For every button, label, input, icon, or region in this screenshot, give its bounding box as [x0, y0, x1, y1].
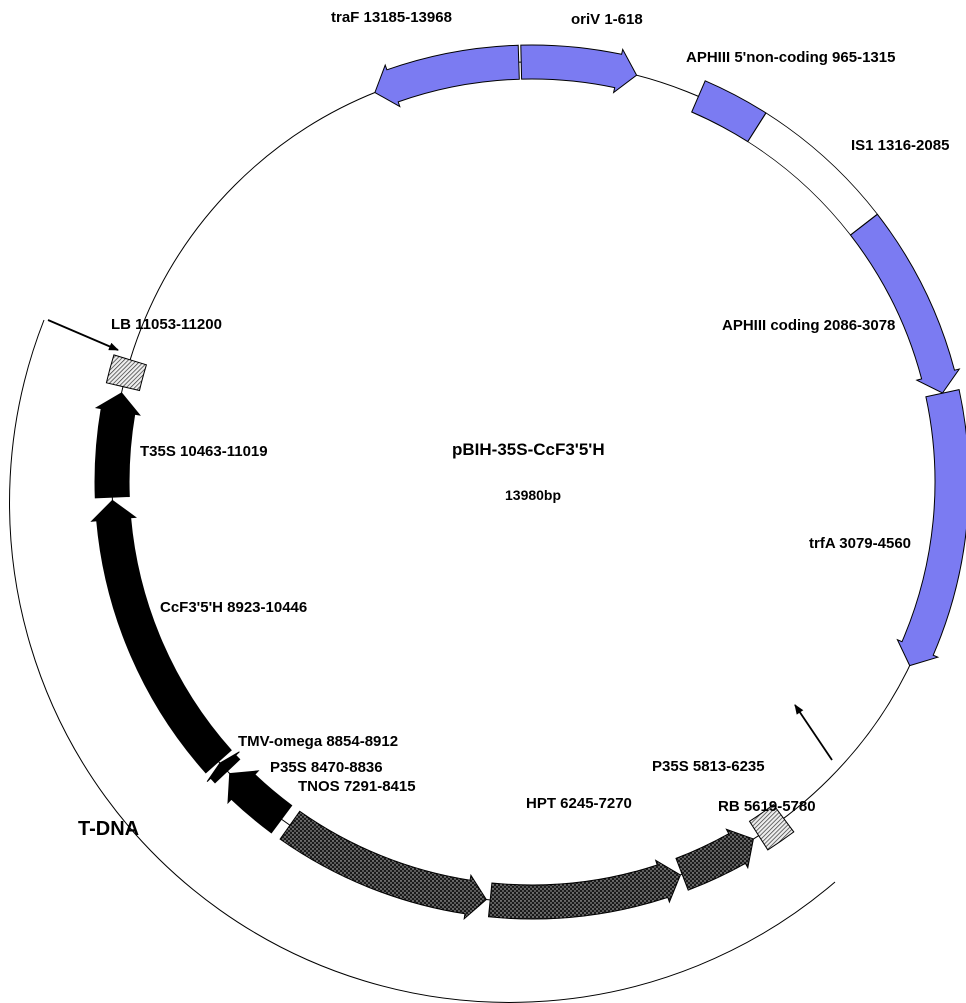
label-aphiii-5nc: APHIII 5'non-coding 965-1315: [686, 49, 895, 66]
feature-is1-block: [747, 112, 878, 236]
label-ccf35h: CcF3'5'H 8923-10446: [160, 599, 307, 616]
label-tnos: TNOS 7291-8415: [298, 778, 416, 795]
feature-tmv-omega-arrow: [206, 751, 241, 784]
feature-hpt-arrow: [487, 859, 682, 920]
label-aphiii-coding: APHIII coding 2086-3078: [722, 317, 895, 334]
label-rb: RB 5619-5780: [718, 798, 816, 815]
plasmid-size: 13980bp: [505, 487, 561, 503]
feature-p35s-2-arrow: [227, 770, 293, 834]
label-lb: LB 11053-11200: [111, 316, 222, 333]
feature-shapes: [90, 44, 966, 921]
label-p35s-1: P35S 5813-6235: [652, 758, 765, 775]
plasmid-name: pBIH-35S-CcF3'5'H: [452, 440, 605, 459]
feature-oriv-arrow: [520, 44, 638, 94]
label-is1: IS1 1316-2085: [851, 137, 949, 154]
label-trfa: trfA 3079-4560: [809, 535, 911, 552]
feature-rb-block: [748, 804, 795, 851]
feature-ccf35h-arrow: [90, 499, 232, 774]
tdna-region-label: T-DNA: [78, 818, 139, 840]
lb-indicator-arrow: [47, 319, 119, 351]
label-p35s-2: P35S 8470-8836: [270, 759, 383, 776]
label-oriv: oriV 1-618: [571, 11, 643, 28]
label-traf: traF 13185-13968: [331, 9, 452, 26]
feature-t35s-arrow: [94, 392, 141, 499]
feature-tnos-arrow: [279, 810, 487, 921]
tdna-bracket-arc: [9, 319, 836, 1003]
label-hpt: HPT 6245-7270: [526, 795, 632, 812]
feature-p35s-1-arrow: [675, 828, 754, 891]
feature-trfa-arrow: [896, 389, 966, 667]
feature-traf-arrow: [374, 44, 520, 108]
label-tmv-omega: TMV-omega 8854-8912: [238, 733, 398, 750]
rb-indicator-arrow: [794, 704, 833, 761]
feature-aphiii-coding-arrow: [849, 213, 961, 394]
feature-lb-block: [105, 354, 148, 392]
label-t35s: T35S 10463-11019: [140, 443, 268, 460]
